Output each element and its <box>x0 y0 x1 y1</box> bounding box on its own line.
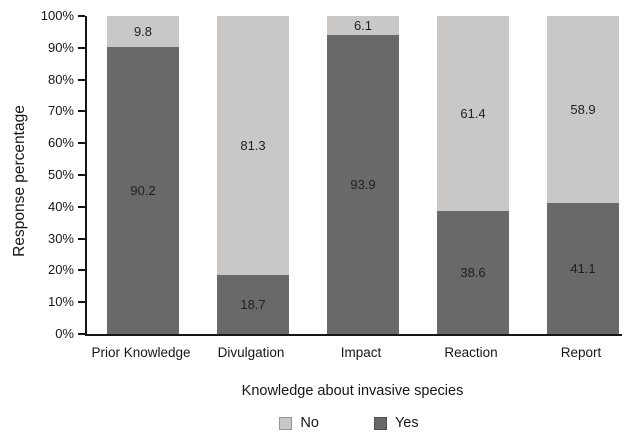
y-tick-0 <box>78 333 85 335</box>
bar-value-label-no-impact: 6.1 <box>353 18 373 34</box>
bar-value-label-yes-impact: 93.9 <box>350 177 376 193</box>
bar-segment-yes-impact: 93.9 <box>327 35 399 334</box>
x-axis-title: Knowledge about invasive species <box>241 383 464 399</box>
y-tick-label-80: 80% <box>47 71 74 87</box>
y-tick-label-90: 90% <box>47 39 74 55</box>
x-category-label-reaction: Reaction <box>444 345 498 360</box>
legend-swatch-yes-icon <box>373 416 387 430</box>
y-axis-title: Response percentage <box>11 105 28 257</box>
bar-segment-yes-divulgation: 18.7 <box>217 274 289 334</box>
y-tick-label-20: 20% <box>47 262 74 278</box>
bar-value-label-yes-report: 41.1 <box>570 261 596 277</box>
y-tick-label-40: 40% <box>47 198 74 214</box>
bar-segment-no-impact: 6.1 <box>327 16 399 36</box>
y-tick-20 <box>78 269 85 272</box>
bar-divulgation: 18.7 81.3 <box>217 16 289 334</box>
bar-segment-yes-report: 41.1 <box>547 203 619 334</box>
x-category-label-report: Report <box>560 345 602 360</box>
bar-segment-no-report: 58.9 <box>547 16 619 204</box>
y-tick-60 <box>78 142 85 145</box>
legend-swatch-no-icon <box>279 416 293 430</box>
bar-report: 41.1 58.9 <box>547 16 619 334</box>
bar-value-label-yes-prior-knowledge: 90.2 <box>130 183 156 199</box>
x-category-label-prior-knowledge: Prior Knowledge <box>91 345 191 360</box>
y-tick-label-10: 10% <box>47 294 74 310</box>
bar-reaction: 38.6 61.4 <box>437 16 509 334</box>
y-tick-label-100: 100% <box>40 8 74 23</box>
bar-segment-no-reaction: 61.4 <box>437 16 509 212</box>
plot-area: 0% 10% 20% 30% 40% 50% 60% 70% 80% 90% 100% 90.2 9.8… <box>41 8 622 341</box>
legend: No Yes <box>34 415 630 431</box>
bar-segment-yes-reaction: 38.6 <box>437 211 509 334</box>
y-tick-40 <box>78 205 85 208</box>
bar-value-label-yes-reaction: 38.6 <box>460 265 486 281</box>
y-tick-label-30: 30% <box>47 230 74 246</box>
y-tick-50 <box>78 174 85 176</box>
x-category-label-divulgation: Divulgation <box>217 345 285 360</box>
legend-item-no: No <box>279 415 319 431</box>
y-tick-label-50: 50% <box>47 167 74 182</box>
y-tick-70 <box>78 110 85 113</box>
y-tick-80 <box>78 78 85 81</box>
y-tick-100 <box>78 15 85 17</box>
y-tick-30 <box>78 237 85 240</box>
legend-label-no: No <box>300 415 319 431</box>
bar-value-label-no-reaction: 61.4 <box>460 106 486 122</box>
bar-value-label-no-report: 58.9 <box>570 102 596 118</box>
y-tick-label-70: 70% <box>47 103 74 119</box>
x-category-label-impact: Impact <box>340 345 382 360</box>
bar-value-label-no-prior-knowledge: 9.8 <box>133 24 153 40</box>
bar-prior-knowledge: 90.2 9.8 <box>107 16 179 334</box>
y-tick-label-0: 0% <box>55 326 74 341</box>
y-tick-10 <box>78 301 85 304</box>
legend-label-yes: Yes <box>394 415 419 431</box>
bar-value-label-no-divulgation: 81.3 <box>240 137 266 153</box>
bar-segment-yes-prior-knowledge: 90.2 <box>107 47 179 334</box>
bar-segment-no-prior-knowledge: 9.8 <box>107 16 179 48</box>
bar-value-label-yes-divulgation: 18.7 <box>240 296 266 312</box>
bar-impact: 93.9 6.1 <box>327 16 399 334</box>
y-tick-label-60: 60% <box>47 135 74 151</box>
legend-item-yes: Yes <box>373 415 419 431</box>
y-tick-90 <box>78 46 85 49</box>
bar-segment-no-divulgation: 81.3 <box>217 16 289 275</box>
